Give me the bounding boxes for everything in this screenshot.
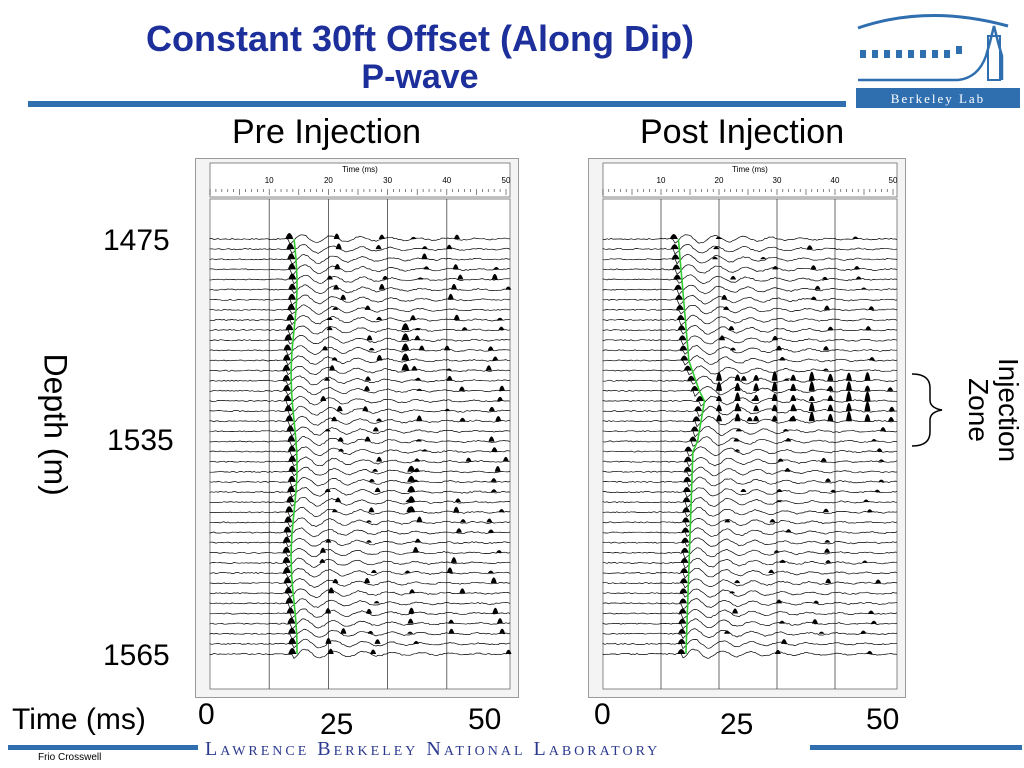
time-header-label: Time (ms) — [342, 165, 378, 174]
time-axis-label: Time (ms) — [12, 703, 146, 736]
injection-label-line1: Injection — [993, 357, 1024, 463]
footer-text: Lawrence Berkeley National Laboratory — [205, 738, 661, 760]
credit-text: Frio Crosswell — [38, 752, 102, 763]
time-tick-right-50: 50 — [866, 703, 900, 736]
first-arrival-pick — [290, 238, 298, 654]
seismogram-post: Time (ms) 10 20 30 40 50 — [602, 162, 898, 690]
time-header-tick: 30 — [383, 176, 392, 185]
depth-tick-1475: 1475 — [103, 224, 170, 257]
bottom-rule-right — [810, 745, 1022, 750]
time-header — [602, 162, 898, 198]
seismogram-panel-pre: Time (ms) 10 20 30 40 50 — [195, 158, 519, 698]
time-tick-left-25: 25 — [320, 708, 354, 741]
time-header-tick: 20 — [324, 176, 333, 185]
berkeley-lab-logo: Berkeley Lab — [856, 13, 1020, 108]
time-tick-left-0: 0 — [198, 698, 215, 731]
time-header-tick: 10 — [657, 176, 666, 185]
injection-zone-label: Injection Zone — [958, 340, 1024, 470]
first-arrival-pick — [677, 238, 706, 655]
panel-title-post: Post Injection — [640, 113, 845, 151]
slide-title: Constant 30ft Offset (Along Dip) — [146, 18, 694, 59]
time-header-tick: 40 — [831, 176, 840, 185]
depth-axis-label: Depth (m) — [37, 353, 74, 496]
time-header-tick: 50 — [502, 176, 511, 185]
time-header — [209, 162, 511, 198]
time-tick-left-50: 50 — [468, 703, 502, 736]
time-header-tick: 20 — [715, 176, 724, 185]
time-header-label: Time (ms) — [732, 165, 768, 174]
top-rule — [28, 101, 846, 107]
panel-title-pre: Pre Injection — [232, 113, 421, 151]
time-header-tick: 40 — [442, 176, 451, 185]
logo-text: Berkeley Lab — [891, 91, 985, 106]
injection-label-line2: Zone — [963, 378, 994, 442]
slide-subtitle: P-wave — [361, 58, 479, 96]
time-header-tick: 10 — [265, 176, 274, 185]
injection-zone-bracket — [911, 373, 943, 447]
depth-tick-1565: 1565 — [103, 639, 170, 672]
time-header-tick: 50 — [889, 176, 898, 185]
depth-tick-1535: 1535 — [107, 424, 174, 457]
time-tick-right-0: 0 — [594, 698, 611, 731]
seismogram-panel-post: Time (ms) 10 20 30 40 50 — [588, 158, 906, 698]
seismogram-pre: Time (ms) 10 20 30 40 50 — [209, 162, 512, 690]
bottom-rule-left — [8, 745, 198, 750]
time-header-tick: 30 — [773, 176, 782, 185]
time-tick-right-25: 25 — [720, 708, 754, 741]
